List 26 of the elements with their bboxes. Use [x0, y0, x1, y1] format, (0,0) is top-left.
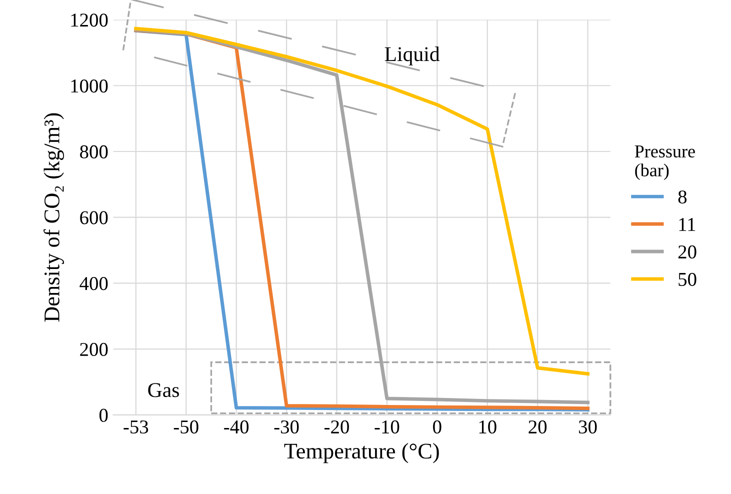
legend-label: 20 [678, 245, 696, 259]
annotation: Liquid [384, 46, 440, 66]
x-tick-label: -53 [124, 420, 148, 434]
y-axis-title: Density of CO₂ (kg/m³) [44, 113, 64, 322]
x-tick-label: 30 [579, 420, 597, 434]
x-tick-label: -50 [174, 420, 198, 434]
x-tick-label: -30 [274, 420, 299, 434]
x-tick-label: 10 [479, 420, 496, 434]
y-tick-label: 600 [80, 211, 108, 224]
y-tick-label: 1200 [71, 14, 108, 27]
legend-label: 50 [678, 272, 696, 286]
x-tick-label: -10 [374, 420, 400, 434]
legend-title: Pressure (bar) [634, 145, 695, 180]
y-tick-label: 400 [80, 277, 108, 290]
y-tick-label: 800 [80, 145, 108, 158]
annotation: Gas [148, 383, 179, 398]
y-tick-label: 1000 [71, 79, 108, 93]
y-tick-label: 200 [80, 342, 108, 356]
y-tick-label: 0 [99, 408, 108, 422]
legend-label: 8 [678, 190, 687, 204]
x-tick-label: -40 [224, 420, 249, 434]
x-tick-label: 0 [433, 420, 442, 434]
legend-label: 11 [679, 218, 696, 231]
x-axis-title: Temperature (°C) [284, 443, 439, 464]
x-tick-label: -20 [324, 420, 349, 434]
x-tick-label: 20 [528, 420, 547, 434]
